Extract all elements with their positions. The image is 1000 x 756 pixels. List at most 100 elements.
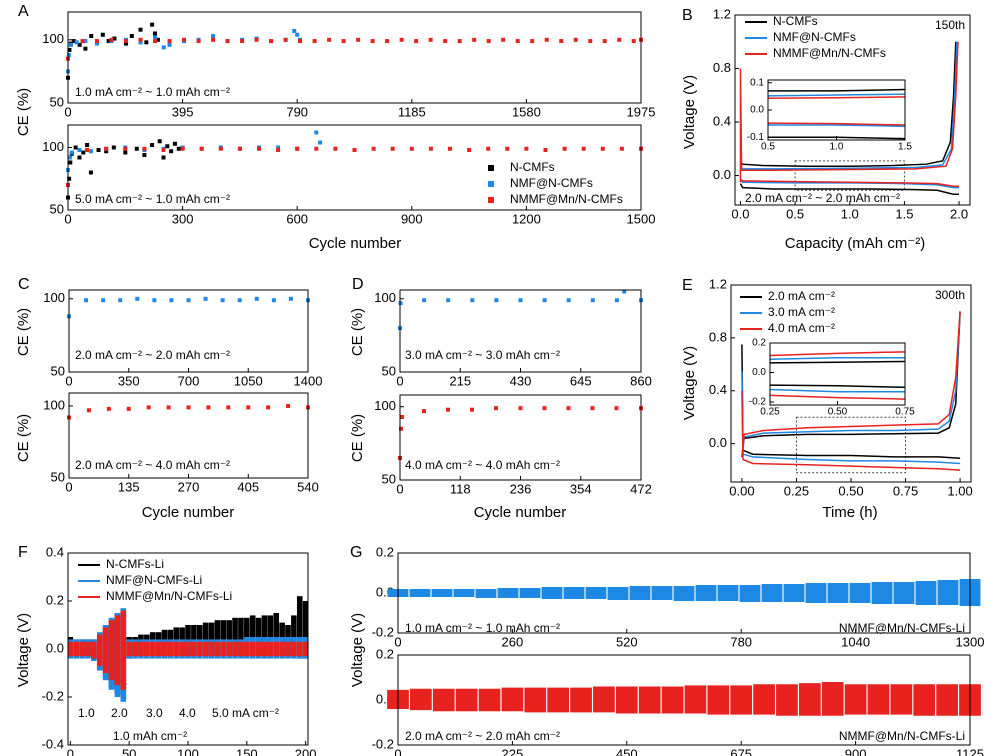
- x-tick-label: 405: [237, 479, 259, 494]
- x-tick-label: 900: [401, 211, 423, 226]
- data-point: [385, 39, 390, 44]
- voltage-range: [126, 641, 132, 657]
- voltage-range: [79, 641, 85, 657]
- data-point: [257, 146, 261, 151]
- voltage-range: [249, 641, 256, 657]
- panel-letter: F: [18, 544, 28, 561]
- x-tick-label: 0.0: [731, 206, 749, 221]
- x-tick-label: 1040: [841, 634, 870, 649]
- voltage-range: [279, 641, 285, 657]
- voltage-range: [267, 615, 274, 657]
- voltage-range: [783, 584, 805, 602]
- voltage-range: [91, 641, 97, 659]
- voltage-range: [73, 641, 80, 657]
- x-tick-label: 0.50: [838, 483, 863, 498]
- legend-label: 2.0 mA cm⁻²: [768, 289, 835, 303]
- plot-border: [769, 342, 906, 406]
- x-tick-label: 0: [64, 211, 71, 226]
- data-point: [542, 298, 547, 303]
- data-point: [89, 34, 94, 39]
- data-point: [501, 37, 506, 42]
- voltage-range: [179, 641, 185, 657]
- voltage-range: [244, 641, 250, 657]
- x-tick-label: 0.5: [761, 142, 775, 153]
- y-axis-label: Voltage (V): [681, 75, 698, 149]
- plot-border: [68, 289, 309, 373]
- data-point: [77, 148, 82, 152]
- data-point: [225, 39, 230, 44]
- x-tick-label: 1185: [398, 104, 426, 119]
- data-point: [421, 409, 426, 414]
- legend-label: 3.0 mA cm⁻²: [768, 305, 835, 319]
- data-point: [398, 301, 403, 306]
- data-point: [123, 146, 128, 151]
- data-point: [106, 406, 111, 411]
- data-point: [67, 176, 72, 181]
- data-point: [341, 39, 346, 44]
- x-tick-label: 700: [178, 373, 200, 388]
- voltage-range: [285, 641, 291, 657]
- data-point: [165, 144, 170, 149]
- x-tick-label: 150: [236, 746, 258, 756]
- data-point: [590, 406, 595, 411]
- data-point: [590, 298, 595, 303]
- x-axis-label: Cycle number: [474, 504, 567, 521]
- data-point: [486, 146, 491, 151]
- data-point: [155, 37, 160, 42]
- voltage-range: [695, 585, 717, 601]
- data-point: [104, 146, 109, 151]
- data-point: [448, 146, 452, 151]
- data-point: [467, 148, 472, 152]
- voltage-range: [936, 684, 958, 716]
- y-tick-label: -0.2: [372, 736, 394, 751]
- x-tick-label: 0: [394, 746, 401, 756]
- voltage-range: [302, 601, 309, 659]
- legend-marker: [488, 197, 494, 203]
- data-point: [157, 139, 162, 144]
- plot-border: [734, 14, 971, 206]
- data-point: [414, 39, 419, 44]
- data-point: [153, 39, 158, 44]
- data-point: [470, 298, 475, 303]
- legend-label: NMF@N-CMFs-Li: [106, 573, 202, 587]
- series-line: [768, 88, 906, 140]
- series-line: [741, 311, 961, 465]
- voltage-range: [570, 687, 592, 713]
- data-point: [66, 52, 71, 57]
- panel-letter: G: [350, 544, 362, 561]
- annotation: NMMF@Mn/N-CMFs-Li: [839, 621, 965, 635]
- data-point: [530, 39, 535, 44]
- data-point: [138, 27, 143, 32]
- x-tick-label: 0: [65, 479, 72, 494]
- x-tick-label: 350: [118, 373, 140, 388]
- data-point: [399, 426, 404, 431]
- voltage-range: [871, 582, 893, 604]
- plot-border: [67, 11, 642, 104]
- data-point: [118, 298, 123, 303]
- data-point: [390, 146, 395, 151]
- data-point: [333, 146, 338, 151]
- data-point: [85, 143, 90, 147]
- data-point: [276, 148, 281, 152]
- data-point: [400, 414, 405, 419]
- legend-label: NMF@N-CMFs: [773, 30, 856, 44]
- plot-border: [767, 79, 906, 141]
- y-axis-label: Voltage (V): [349, 613, 366, 687]
- voltage-range: [798, 683, 821, 716]
- data-point: [614, 298, 619, 303]
- legend-label: NMMF@Mn/N-CMFs-Li: [106, 589, 232, 603]
- plot-frame: [767, 79, 906, 141]
- x-tick-label: 200: [295, 746, 317, 756]
- annotation: 150th: [935, 18, 965, 32]
- voltage-range: [475, 589, 497, 598]
- voltage-range: [220, 620, 227, 657]
- voltage-range: [220, 641, 227, 657]
- voltage-range: [615, 686, 638, 714]
- y-tick-label: 0.0: [709, 435, 727, 450]
- data-point: [161, 45, 166, 50]
- y-tick-label: 100: [42, 139, 64, 154]
- x-tick-label: 645: [570, 373, 592, 388]
- data-point: [85, 148, 90, 152]
- voltage-range: [915, 581, 937, 605]
- plot-border: [67, 552, 309, 746]
